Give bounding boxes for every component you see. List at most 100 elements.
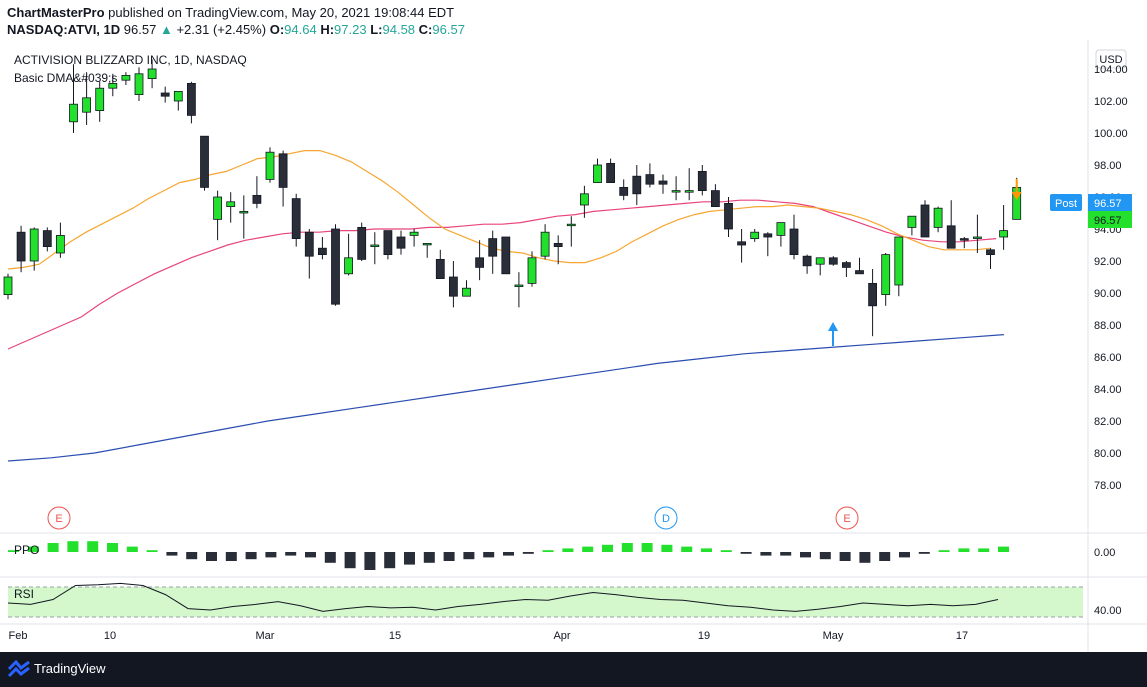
chart-title: ACTIVISION BLIZZARD INC, 1D, NASDAQ	[14, 53, 247, 67]
candle	[95, 81, 105, 122]
candle-body	[82, 97, 91, 113]
candle	[435, 249, 445, 279]
candle-body	[42, 230, 52, 248]
candle	[894, 236, 904, 297]
candle	[828, 256, 838, 266]
post-badge	[1050, 194, 1082, 211]
candle-body	[750, 231, 760, 239]
candle	[56, 222, 65, 258]
candle-body	[986, 249, 995, 256]
candle	[173, 91, 183, 111]
ppo-bar	[265, 552, 277, 558]
ppo-bar	[918, 552, 930, 554]
candle	[514, 272, 524, 308]
candle	[593, 158, 602, 184]
candle	[868, 269, 877, 337]
ppo-bar	[107, 543, 118, 552]
candle-body	[933, 207, 943, 228]
ppo-bar	[800, 552, 811, 558]
open-label: O:	[269, 22, 285, 37]
candle-body	[973, 236, 982, 239]
ppo-bar	[503, 552, 514, 556]
candle-body	[724, 202, 733, 230]
tradingview-logo-icon[interactable]	[8, 660, 30, 678]
publisher-name[interactable]: ChartMasterPro	[7, 5, 105, 20]
candle-body	[186, 83, 196, 116]
candle-body	[134, 73, 144, 95]
candle	[304, 229, 314, 279]
candle	[684, 168, 694, 201]
candle	[763, 232, 773, 257]
candle	[265, 147, 275, 183]
footer-brand[interactable]: TradingView	[34, 661, 106, 676]
ppo-bar	[126, 546, 138, 552]
candle-body	[527, 257, 537, 284]
candle-body	[173, 91, 183, 102]
rsi-label[interactable]: RSI	[14, 587, 35, 601]
time-axis[interactable]: Feb 10 Mar 15 Apr 19 May 17	[9, 630, 969, 642]
candle	[855, 257, 864, 275]
event-marker-label: E	[55, 513, 62, 525]
currency-label: USD	[1099, 54, 1122, 66]
ppo-label[interactable]: PPO	[14, 543, 40, 557]
ppo-bar	[859, 552, 871, 563]
candle	[697, 165, 707, 196]
ppo-bar	[641, 543, 653, 552]
time-tick-label: May	[823, 630, 844, 642]
chart-area[interactable]: E D E USD 78.00 80.00 82.00 84.00 86.00 88.00 90.…	[0, 40, 1147, 652]
candle-body	[252, 194, 262, 204]
candle-body	[881, 254, 891, 296]
candle	[422, 242, 432, 258]
down-arrow-icon	[1011, 179, 1022, 200]
currency-box	[1095, 49, 1127, 69]
candle-body	[304, 231, 314, 257]
candle-body	[213, 196, 223, 220]
candle	[252, 176, 262, 209]
candle	[750, 229, 760, 242]
ppo-bar	[483, 552, 495, 558]
price-tick-label: 98.00	[1094, 160, 1122, 172]
rsi-tick-label: 40.00	[1094, 605, 1122, 617]
price-axis[interactable]: USD 78.00 80.00 82.00 84.00 86.00 88.00 90.00 92…	[1050, 49, 1132, 492]
chart-svg[interactable]: E D E USD 78.00 80.00 82.00 84.00 86.00 88.00 90.…	[0, 40, 1147, 652]
symbol-label: NASDAQ:ATVI, 1D	[7, 22, 121, 37]
close-label: C:	[418, 22, 433, 37]
candle	[973, 214, 982, 253]
candle	[802, 254, 812, 274]
candle	[186, 81, 196, 124]
chart-header: ChartMasterPro published on TradingView.…	[0, 0, 1147, 40]
last-price: 96.57	[123, 22, 157, 37]
candle-body	[842, 262, 851, 268]
ppo-bar	[384, 552, 396, 569]
candle	[121, 72, 131, 85]
ppo-bar	[701, 548, 712, 552]
candle	[448, 261, 458, 308]
event-marker	[654, 506, 678, 530]
candle	[920, 200, 930, 238]
candle	[16, 225, 26, 273]
ppo-tick-label: 0.00	[1094, 547, 1115, 559]
candle-body	[711, 190, 720, 208]
candle	[527, 251, 537, 287]
ppo-bar	[47, 543, 59, 552]
candle	[462, 280, 471, 297]
ppo-bar	[285, 552, 297, 556]
rsi-band	[8, 587, 1083, 617]
candle-body	[697, 170, 707, 191]
candle	[946, 200, 956, 249]
event-marker	[47, 506, 71, 530]
ppo-bar	[146, 550, 158, 552]
price-tick-label: 104.00	[1094, 64, 1128, 76]
up-triangle-icon: ▲	[159, 22, 173, 37]
ppo-bar	[740, 552, 752, 554]
candle-body	[383, 230, 393, 256]
candle-body	[645, 174, 655, 185]
indicator-label[interactable]: Basic DMA&#039;s	[14, 71, 118, 85]
candle-body	[501, 236, 511, 275]
time-tick-label: Mar	[256, 630, 275, 642]
candle	[69, 64, 78, 133]
price-tick-label: 82.00	[1094, 416, 1122, 428]
candle	[580, 185, 589, 218]
candle-body	[789, 228, 799, 256]
